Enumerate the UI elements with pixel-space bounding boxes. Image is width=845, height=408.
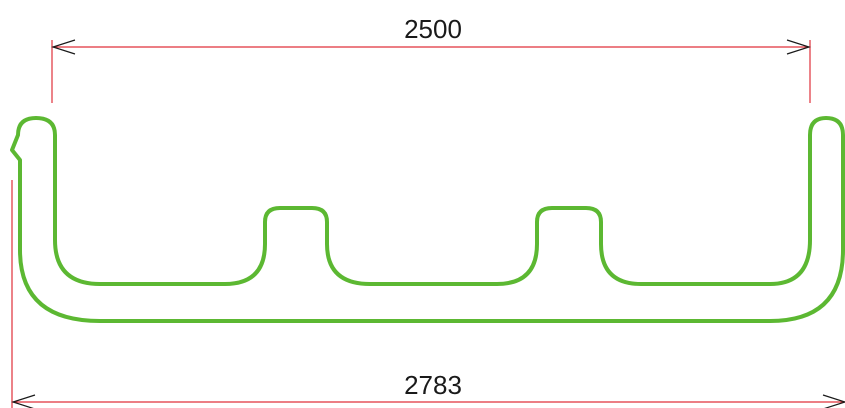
bottom-dimension-label: 2783: [404, 370, 462, 400]
top-arrow-left: [51, 39, 76, 55]
top-arrow-right: [786, 39, 811, 55]
bottom-arrow-left: [11, 394, 36, 408]
profile-outline: [10, 116, 845, 323]
bottom-arrow-right: [822, 394, 845, 408]
top-dimension-label: 2500: [404, 14, 462, 44]
